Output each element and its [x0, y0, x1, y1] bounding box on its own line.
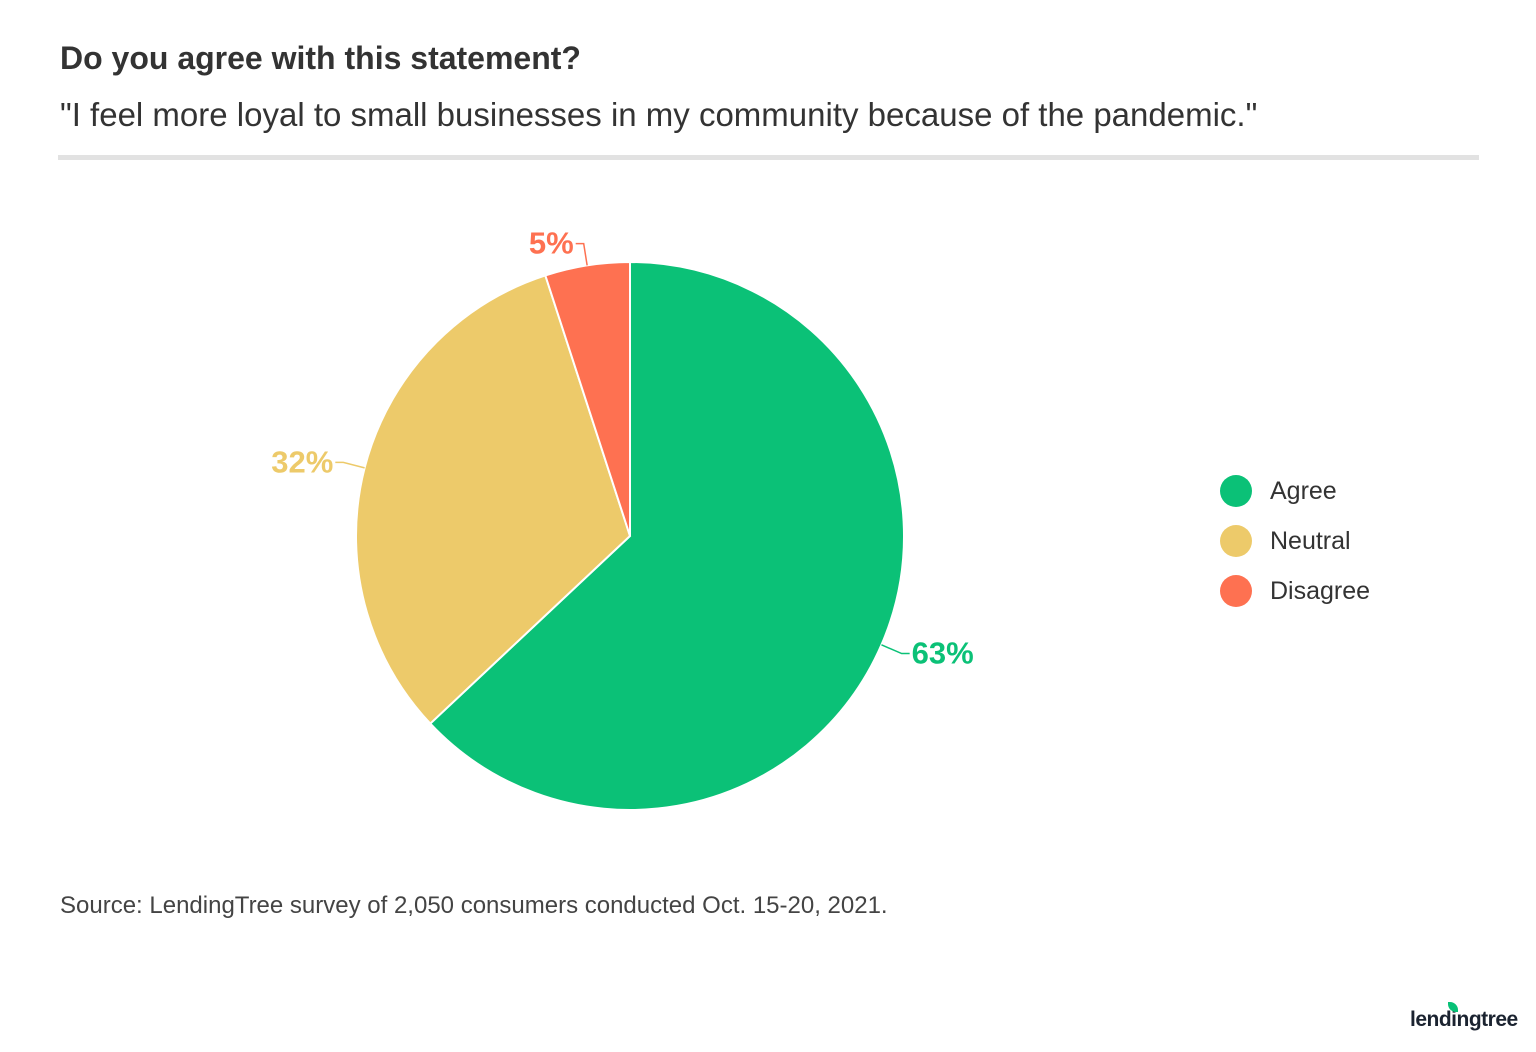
lendingtree-logo: lendingtree: [1410, 1002, 1518, 1032]
pie-slice-disagree: [544, 260, 631, 537]
pie-slice-neutral: [355, 274, 632, 725]
leaf-icon: [1448, 1002, 1458, 1012]
data-label-agree: 63%: [912, 636, 974, 671]
chart-subtitle: "I feel more loyal to small businesses i…: [60, 96, 1258, 133]
leader-line-disagree: [575, 242, 588, 266]
logo-text: lendingtree: [1410, 1008, 1518, 1031]
leader-line-neutral: [335, 461, 365, 469]
header-divider: [58, 155, 1479, 160]
legend-label: Agree: [1270, 476, 1337, 505]
leader-line-agree: [881, 644, 910, 655]
legend-swatch-disagree: [1220, 575, 1252, 607]
chart-title: Do you agree with this statement?: [60, 40, 581, 76]
legend-item-agree: Agree: [1220, 466, 1370, 516]
legend-item-disagree: Disagree: [1220, 566, 1370, 616]
legend-item-neutral: Neutral: [1220, 516, 1370, 566]
legend-label: Disagree: [1270, 576, 1371, 605]
pie-slice-agree: [428, 260, 905, 811]
legend-swatch-agree: [1220, 475, 1252, 507]
data-label-disagree: 5%: [529, 226, 574, 261]
legend-swatch-neutral: [1220, 525, 1252, 557]
source-note: Source: LendingTree survey of 2,050 cons…: [60, 892, 888, 919]
data-label-neutral: 32%: [271, 444, 333, 479]
legend-label: Neutral: [1270, 526, 1351, 555]
legend: Agree Neutral Disagree: [1220, 466, 1370, 616]
